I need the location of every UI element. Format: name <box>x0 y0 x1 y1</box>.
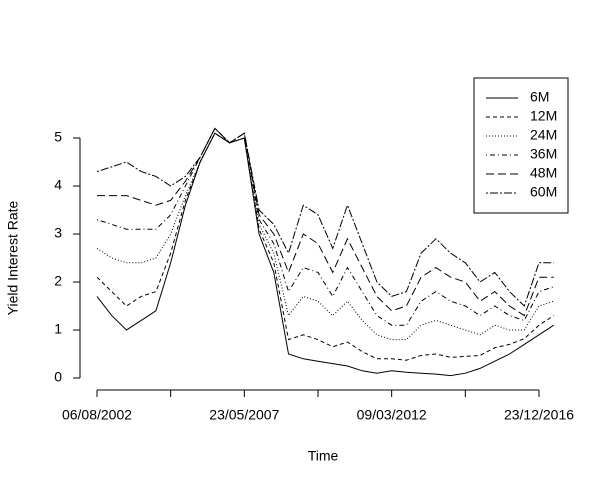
y-tick-label: 5 <box>54 129 62 145</box>
x-tick-label: 23/05/2007 <box>209 407 279 423</box>
series-line <box>96 127 554 326</box>
legend-label: 48M <box>530 165 557 181</box>
y-tick-label: 1 <box>54 321 62 337</box>
y-tick-label: 3 <box>54 225 62 241</box>
series-line <box>96 132 554 341</box>
x-tick-label: 23/12/2016 <box>504 407 574 423</box>
legend-box <box>473 77 569 214</box>
series-line <box>97 127 554 317</box>
series-line <box>96 132 555 361</box>
y-tick-label: 4 <box>54 177 62 193</box>
x-tick-label: 06/08/2002 <box>62 407 132 423</box>
y-axis-label: Yield Interest Rate <box>5 200 21 315</box>
legend-label: 24M <box>530 127 557 143</box>
x-tick-label: 09/03/2012 <box>357 407 427 423</box>
series-line <box>96 127 554 307</box>
series-line <box>96 132 555 377</box>
y-tick-label: 2 <box>54 273 62 289</box>
legend-label: 6M <box>530 89 549 105</box>
x-axis-label: Time <box>308 448 339 464</box>
legend-label: 36M <box>530 146 557 162</box>
y-tick-label: 0 <box>54 369 62 385</box>
legend-label: 60M <box>530 184 557 200</box>
legend-label: 12M <box>530 108 557 124</box>
